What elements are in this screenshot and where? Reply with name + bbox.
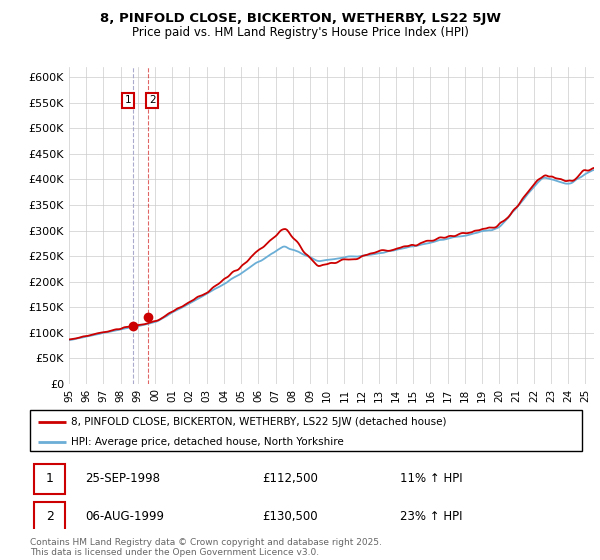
Bar (34, 502, 65, 531)
Text: Price paid vs. HM Land Registry's House Price Index (HPI): Price paid vs. HM Land Registry's House … (131, 26, 469, 39)
Text: Contains HM Land Registry data © Crown copyright and database right 2025.
This d: Contains HM Land Registry data © Crown c… (30, 538, 382, 557)
Text: £112,500: £112,500 (262, 472, 318, 486)
Text: 23% ↑ HPI: 23% ↑ HPI (400, 510, 463, 523)
Bar (34, 464, 65, 493)
Text: 11% ↑ HPI: 11% ↑ HPI (400, 472, 463, 486)
Text: 1: 1 (46, 472, 53, 486)
Text: HPI: Average price, detached house, North Yorkshire: HPI: Average price, detached house, Nort… (71, 437, 344, 447)
Text: £130,500: £130,500 (262, 510, 317, 523)
Text: 8, PINFOLD CLOSE, BICKERTON, WETHERBY, LS22 5JW (detached house): 8, PINFOLD CLOSE, BICKERTON, WETHERBY, L… (71, 417, 447, 427)
Text: 8, PINFOLD CLOSE, BICKERTON, WETHERBY, LS22 5JW: 8, PINFOLD CLOSE, BICKERTON, WETHERBY, L… (100, 12, 500, 25)
Text: 1: 1 (125, 95, 131, 105)
Text: 2: 2 (149, 95, 155, 105)
Text: 25-SEP-1998: 25-SEP-1998 (85, 472, 160, 486)
Text: 06-AUG-1999: 06-AUG-1999 (85, 510, 164, 523)
Text: 2: 2 (46, 510, 53, 523)
